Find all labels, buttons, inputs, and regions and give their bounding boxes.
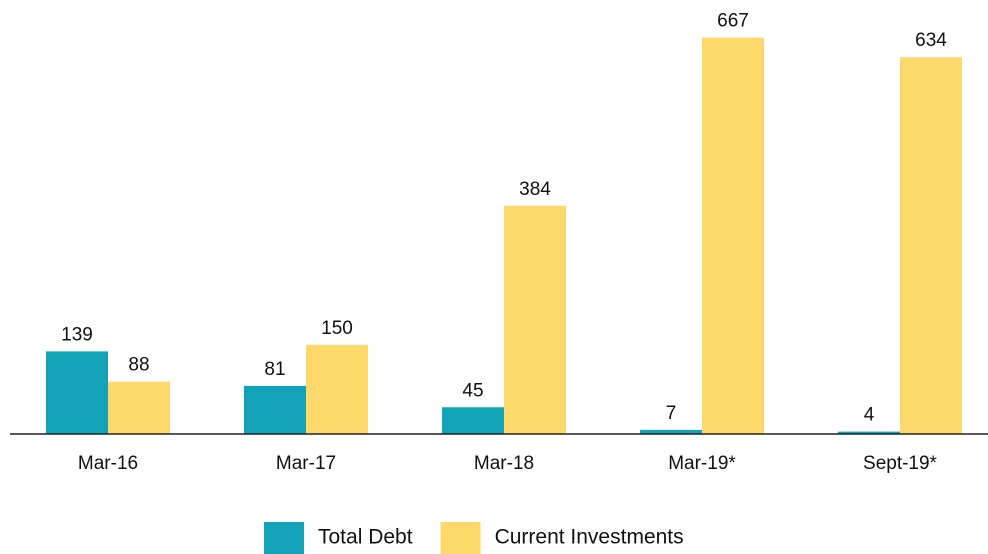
bar — [838, 431, 900, 434]
bar — [504, 205, 566, 434]
value-label: 88 — [128, 355, 149, 376]
x-tick-label: Mar-16 — [78, 453, 138, 474]
bar — [442, 407, 504, 434]
legend-swatch — [264, 522, 304, 554]
legend-label: Current Investments — [495, 526, 684, 549]
bar — [702, 37, 764, 435]
value-label: 634 — [915, 30, 947, 51]
x-tick-label: Mar-18 — [474, 453, 534, 474]
bar — [306, 344, 368, 434]
x-tick-label: Sept-19* — [863, 453, 938, 474]
value-label: 139 — [61, 324, 93, 345]
value-label: 45 — [462, 380, 483, 401]
value-label: 150 — [321, 318, 353, 339]
value-label: 667 — [717, 11, 749, 32]
bar — [108, 381, 170, 434]
value-label: 384 — [519, 179, 551, 200]
value-label: 81 — [264, 359, 285, 380]
value-label: 4 — [864, 405, 875, 426]
value-label: 7 — [666, 403, 677, 424]
bar — [244, 385, 306, 434]
bar — [900, 57, 962, 434]
bar — [640, 429, 702, 434]
legend-swatch — [440, 522, 481, 554]
x-tick-label: Mar-17 — [276, 453, 336, 474]
legend-label: Total Debt — [318, 526, 413, 549]
bar — [46, 351, 108, 434]
x-tick-label: Mar-19* — [668, 453, 736, 474]
